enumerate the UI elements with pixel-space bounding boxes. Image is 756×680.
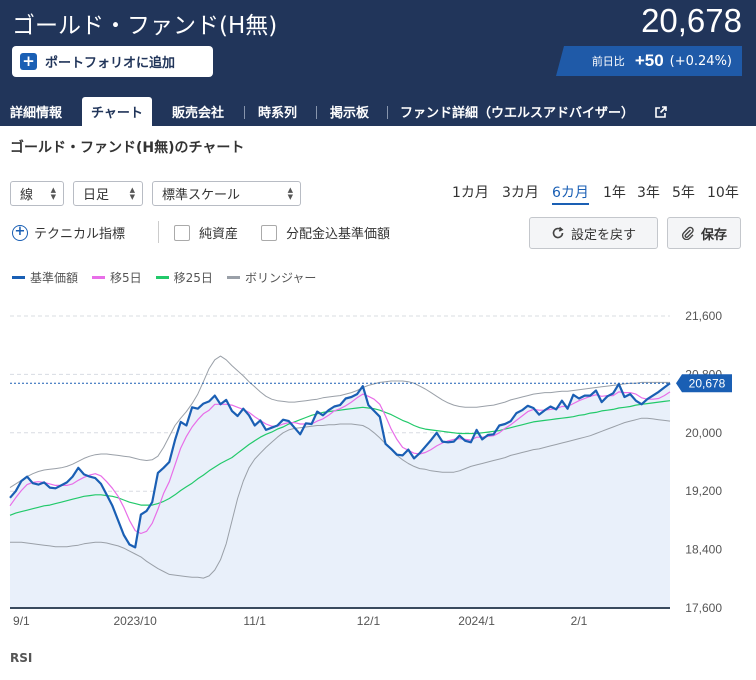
save-label: 保存 — [700, 227, 727, 243]
change-label: 前日比 — [591, 55, 625, 68]
series-line-price — [9, 382, 671, 549]
period-1m[interactable]: 1カ月 — [452, 185, 489, 201]
plus-icon: + — [20, 53, 37, 70]
scale-value: 標準スケール — [162, 188, 241, 203]
x-tick-label: 9/1 — [13, 614, 30, 628]
select-arrows-icon: ▲ ▼ — [50, 186, 56, 201]
x-tick-label: 11/1 — [243, 614, 266, 628]
interval-value: 日足 — [83, 188, 110, 203]
period-5y[interactable]: 5年 — [672, 185, 695, 201]
y-tick-label: 20,000 — [685, 426, 722, 440]
legend-label: 基準価額 — [30, 271, 79, 285]
x-tick-label: 2/1 — [571, 614, 588, 628]
legend-item: ボリンジャー — [226, 269, 317, 286]
checkbox-box — [174, 224, 190, 241]
technical-indicator-toggle[interactable]: + テクニカル指標 — [12, 223, 125, 242]
legend-label: ボリンジャー — [244, 271, 317, 285]
add-to-portfolio-label: ポートフォリオに追加 — [45, 56, 176, 71]
period-10y[interactable]: 10年 — [707, 185, 739, 201]
series-line-ma5 — [9, 391, 671, 535]
tab-fund-details[interactable]: ファンド詳細（ウエルスアドバイザー） — [400, 106, 635, 121]
interval-select[interactable]: 日足 ▲ ▼ — [73, 181, 143, 206]
select-arrows-icon: ▲ ▼ — [287, 186, 293, 201]
legend-item: 移25日 — [155, 269, 213, 286]
series-line-ma25 — [9, 400, 671, 516]
price-change-box: 前日比 +50 (+0.24%) — [556, 46, 742, 76]
price-chart[interactable]: 21,60020,80020,00019,20018,40017,60020,6… — [0, 300, 756, 642]
select-arrows-icon: ▲ ▼ — [129, 186, 135, 201]
plus-circle-icon: + — [12, 224, 28, 241]
fund-name: ゴールド・ファンド(H無) — [12, 13, 278, 39]
legend-label: 移5日 — [110, 271, 142, 285]
period-1y[interactable]: 1年 — [603, 185, 626, 201]
checkbox-box — [261, 224, 277, 241]
chart-legend: 基準価額 移5日 移25日 ボリンジャー — [12, 269, 330, 286]
fund-header: ゴールド・ファンド(H無) 20,678 + ポートフォリオに追加 前日比 +5… — [0, 0, 756, 97]
tab-bar: 詳細情報 チャート 販売会社 時系列 掲示板 ファンド詳細（ウエルスアドバイザー… — [0, 97, 756, 126]
tab-board[interactable]: 掲示板 — [330, 106, 370, 121]
tab-details[interactable]: 詳細情報 — [10, 106, 63, 121]
external-link-icon[interactable] — [654, 105, 668, 119]
paperclip-icon — [681, 226, 694, 240]
reset-settings-label: 設定を戻す — [570, 227, 636, 243]
current-price-label: 20,678 — [689, 376, 726, 390]
legend-swatch — [226, 276, 240, 279]
current-price: 20,678 — [641, 2, 742, 39]
period-6m[interactable]: 6カ月 — [552, 182, 589, 205]
tab-sellers[interactable]: 販売会社 — [172, 106, 225, 121]
change-percent: (+0.24%) — [669, 53, 732, 69]
tab-timeseries[interactable]: 時系列 — [258, 106, 298, 121]
price-area — [10, 383, 670, 608]
save-button[interactable]: 保存 — [667, 217, 741, 249]
add-to-portfolio-button[interactable]: + ポートフォリオに追加 — [12, 46, 213, 77]
tab-divider — [244, 106, 245, 119]
period-3y[interactable]: 3年 — [637, 185, 660, 201]
reset-settings-button[interactable]: 設定を戻す — [529, 217, 658, 249]
series-line-bollinger-lower — [10, 417, 671, 579]
tab-divider — [316, 106, 317, 119]
x-tick-label: 2024/1 — [458, 614, 495, 628]
y-tick-label: 19,200 — [685, 484, 722, 498]
section-title: ゴールド・ファンド(H無)のチャート — [10, 140, 245, 156]
legend-swatch — [155, 276, 169, 279]
legend-item: 移5日 — [92, 269, 142, 286]
legend-swatch — [12, 276, 25, 279]
legend-label: 移25日 — [173, 271, 213, 285]
scale-select[interactable]: 標準スケール ▲ ▼ — [152, 181, 301, 206]
legend-item: 基準価額 — [12, 269, 78, 286]
divider — [158, 221, 159, 243]
series-line-bollinger-upper — [9, 355, 670, 489]
current-price-tag — [676, 374, 732, 393]
period-3m[interactable]: 3カ月 — [502, 185, 539, 201]
legend-swatch — [92, 276, 106, 279]
refresh-icon — [552, 226, 564, 239]
dividend-adjusted-checkbox[interactable]: 分配金込基準価額 — [261, 223, 390, 242]
change-value: +50 — [634, 51, 664, 70]
y-tick-label: 18,400 — [685, 543, 722, 557]
x-tick-label: 2023/10 — [113, 614, 157, 628]
rsi-label: RSI — [10, 651, 33, 665]
tab-chart[interactable]: チャート — [82, 97, 152, 126]
tab-divider — [387, 106, 388, 119]
y-tick-label: 21,600 — [685, 309, 722, 323]
chart-type-value: 線 — [20, 188, 34, 203]
dividend-adjusted-label: 分配金込基準価額 — [286, 227, 391, 242]
technical-indicator-label: テクニカル指標 — [34, 227, 126, 242]
net-assets-checkbox[interactable]: 純資産 — [174, 223, 238, 242]
y-tick-label: 17,600 — [685, 601, 722, 615]
chart-type-select[interactable]: 線 ▲ ▼ — [10, 181, 64, 206]
net-assets-label: 純資産 — [199, 227, 239, 242]
x-tick-label: 12/1 — [357, 614, 381, 628]
